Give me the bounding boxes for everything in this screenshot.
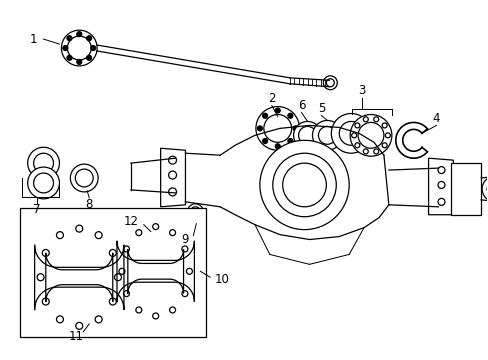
Circle shape (259, 140, 348, 230)
Circle shape (70, 164, 98, 192)
Circle shape (28, 167, 60, 199)
Text: 12: 12 (123, 215, 138, 228)
Polygon shape (427, 158, 452, 215)
Circle shape (262, 139, 267, 144)
Circle shape (86, 36, 91, 41)
Text: 9: 9 (182, 233, 189, 246)
Bar (450, 163, 480, 215)
Circle shape (287, 139, 292, 144)
Circle shape (293, 121, 321, 149)
Circle shape (275, 144, 280, 149)
Circle shape (287, 113, 292, 118)
Circle shape (67, 36, 72, 41)
Circle shape (481, 176, 488, 202)
Circle shape (86, 55, 91, 60)
Polygon shape (161, 148, 185, 207)
Circle shape (63, 46, 68, 50)
Text: 10: 10 (214, 273, 229, 286)
Circle shape (77, 59, 81, 64)
Circle shape (262, 113, 267, 118)
Circle shape (28, 147, 60, 179)
Text: 1: 1 (30, 33, 37, 46)
Text: 8: 8 (85, 198, 93, 211)
Text: 3: 3 (358, 84, 365, 97)
Circle shape (331, 113, 370, 153)
Circle shape (90, 46, 96, 50)
Text: 4: 4 (432, 112, 439, 125)
Text: 11: 11 (69, 330, 83, 343)
Text: 2: 2 (267, 92, 275, 105)
Circle shape (323, 76, 337, 90)
Circle shape (257, 126, 262, 131)
Circle shape (77, 32, 81, 37)
Text: 7: 7 (33, 203, 41, 216)
Circle shape (67, 55, 72, 60)
Circle shape (187, 204, 203, 220)
Text: 5: 5 (317, 102, 325, 115)
Circle shape (292, 126, 298, 131)
Circle shape (255, 107, 299, 150)
Circle shape (275, 108, 280, 113)
Bar (20, 208, 206, 337)
Circle shape (349, 114, 391, 156)
Circle shape (312, 121, 342, 150)
Text: 6: 6 (297, 99, 305, 112)
Circle shape (61, 30, 97, 66)
